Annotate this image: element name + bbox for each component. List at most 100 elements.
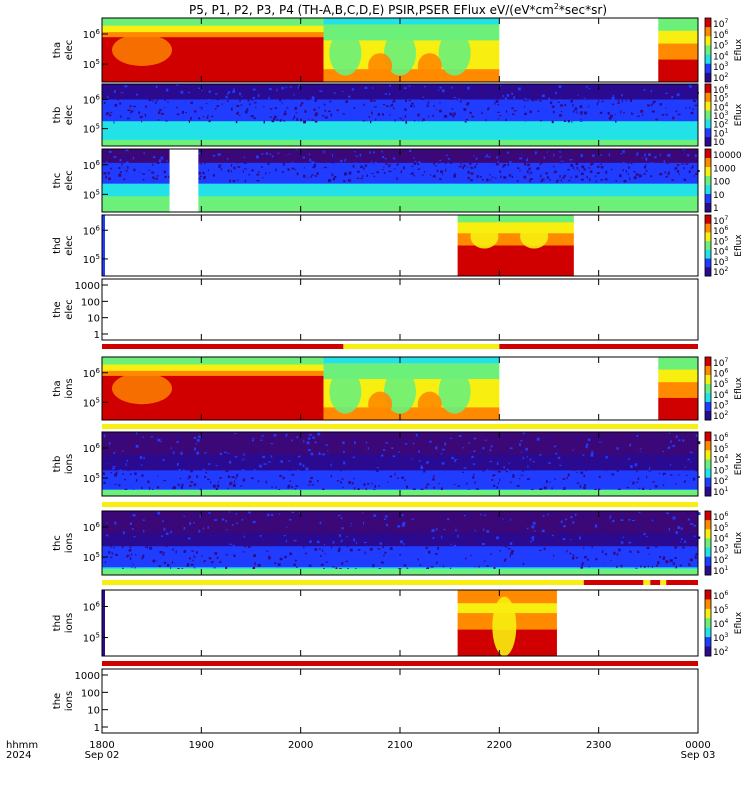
spectrogram-pixel xyxy=(332,152,335,154)
spectrogram-pixel xyxy=(251,98,254,101)
spectrogram-pixel xyxy=(380,445,383,449)
spectrogram-pixel xyxy=(275,149,278,151)
spectrogram-pixel xyxy=(279,120,282,122)
spectrogram-pixel xyxy=(397,536,399,539)
spectrogram-pixel xyxy=(662,473,665,476)
spectrogram-pixel xyxy=(552,110,555,114)
spectrogram-pixel xyxy=(285,433,288,437)
spectrogram-pixel xyxy=(277,518,279,522)
spectrogram-pixel xyxy=(629,443,632,447)
spectrogram-pixel xyxy=(504,112,507,114)
spectrogram-pixel xyxy=(474,565,477,568)
spectrogram-pixel xyxy=(683,519,687,522)
spectrogram-pixel xyxy=(141,556,144,559)
spectrogram-pixel xyxy=(332,177,336,181)
spectrogram-pixel xyxy=(476,536,479,539)
spectrogram-pixel xyxy=(171,100,173,103)
spectrogram-pixel xyxy=(189,522,192,525)
spectrogram-pixel xyxy=(486,469,489,471)
spectrogram-pixel xyxy=(401,514,404,516)
spectrogram-pixel xyxy=(248,484,250,488)
spectrogram-pixel xyxy=(417,558,419,561)
spectrogram-pixel xyxy=(544,111,547,113)
colorbar-tick-label: 105 xyxy=(713,40,728,52)
spectrogram-pixel xyxy=(647,104,651,107)
spectrogram-pixel xyxy=(196,523,198,525)
spectrogram-pixel xyxy=(178,434,182,437)
spectrogram-pixel xyxy=(489,448,492,452)
spectrogram-pixel xyxy=(559,114,562,117)
spectrogram-band xyxy=(323,18,500,25)
y-tick-label: 106 xyxy=(83,521,101,534)
spectrogram-pixel xyxy=(477,88,480,92)
spectrogram-pixel xyxy=(553,456,557,459)
spectrogram-pixel xyxy=(591,451,594,455)
spectrogram-pixel xyxy=(293,457,295,461)
colorbar-segment xyxy=(705,167,711,177)
spectrogram-pixel xyxy=(562,551,565,553)
spectrogram-pixel xyxy=(183,100,186,104)
spectrogram-pixel xyxy=(129,511,133,514)
spectrogram-pixel xyxy=(297,539,301,542)
spectrogram-pixel xyxy=(305,164,308,166)
spectrogram-pixel xyxy=(208,90,212,93)
spectrogram-pixel xyxy=(627,110,630,113)
spectrogram-pixel xyxy=(519,169,523,173)
spectrogram-pixel xyxy=(232,483,236,487)
spectrogram-pixel xyxy=(256,473,259,477)
spectrogram-pixel xyxy=(544,103,547,106)
spectrogram-pixel xyxy=(232,104,235,108)
spectrogram-pixel xyxy=(563,511,566,514)
spectrogram-pixel xyxy=(230,561,234,563)
colorbar-segment xyxy=(705,441,711,451)
spectrogram-pixel xyxy=(586,163,588,166)
spectrogram-pixel xyxy=(379,542,382,545)
spectrogram-pixel xyxy=(497,482,500,485)
spectrogram-pixel xyxy=(389,84,391,88)
spectrogram-pixel xyxy=(315,522,317,525)
spectrogram-pixel xyxy=(495,99,499,103)
spectrogram-pixel xyxy=(228,460,232,464)
spectrogram-pixel xyxy=(151,159,154,162)
spectrogram-pixel xyxy=(191,525,194,528)
spectrogram-pixel xyxy=(278,536,282,540)
spectrogram-pixel xyxy=(389,475,392,478)
spectrogram-pixel xyxy=(462,117,465,119)
spectrogram-pixel xyxy=(670,474,673,476)
spectrogram-pixel xyxy=(475,163,478,166)
spectrogram-pixel xyxy=(525,118,528,120)
spectrogram-pixel xyxy=(323,520,327,523)
spectrogram-pixel xyxy=(271,464,273,467)
spectrogram-pixel xyxy=(285,165,289,169)
status-segment xyxy=(102,424,698,429)
y-tick-label: 106 xyxy=(83,442,101,455)
colorbar-tick-label: 103 xyxy=(713,399,728,411)
spectrogram-pixel xyxy=(271,155,274,158)
spectrogram-pixel xyxy=(385,442,389,444)
spectrogram-pixel xyxy=(241,519,244,521)
spectrogram-pixel xyxy=(176,90,180,94)
spectrogram-pixel xyxy=(307,484,311,486)
spectrogram-pixel xyxy=(208,557,212,560)
spectrogram-pixel xyxy=(472,476,475,479)
spectrogram-pixel xyxy=(565,445,567,447)
spectrogram-pixel xyxy=(584,458,588,461)
spectrogram-pixel xyxy=(655,459,659,462)
spectrogram-pixel xyxy=(471,115,475,118)
spectrogram-pixel xyxy=(338,91,341,93)
spectrogram-pixel xyxy=(465,96,467,98)
spectrogram-pixel xyxy=(154,448,156,450)
spectrogram-pixel xyxy=(411,102,414,105)
colorbar-title: Eflux xyxy=(734,234,744,257)
spectrogram-pixel xyxy=(358,174,361,177)
spectrogram-pixel xyxy=(169,523,172,525)
spectrogram-pixel xyxy=(524,162,527,166)
spectrogram-pixel xyxy=(349,514,352,517)
spectrogram-pixel xyxy=(417,168,421,170)
spectrogram-pixel xyxy=(221,446,224,449)
spectrogram-pixel xyxy=(580,542,584,546)
spectrogram-pixel xyxy=(687,480,690,483)
spectrogram-pixel xyxy=(372,527,376,530)
spectrogram-pixel xyxy=(675,520,678,522)
spectrogram-pixel xyxy=(571,120,573,123)
